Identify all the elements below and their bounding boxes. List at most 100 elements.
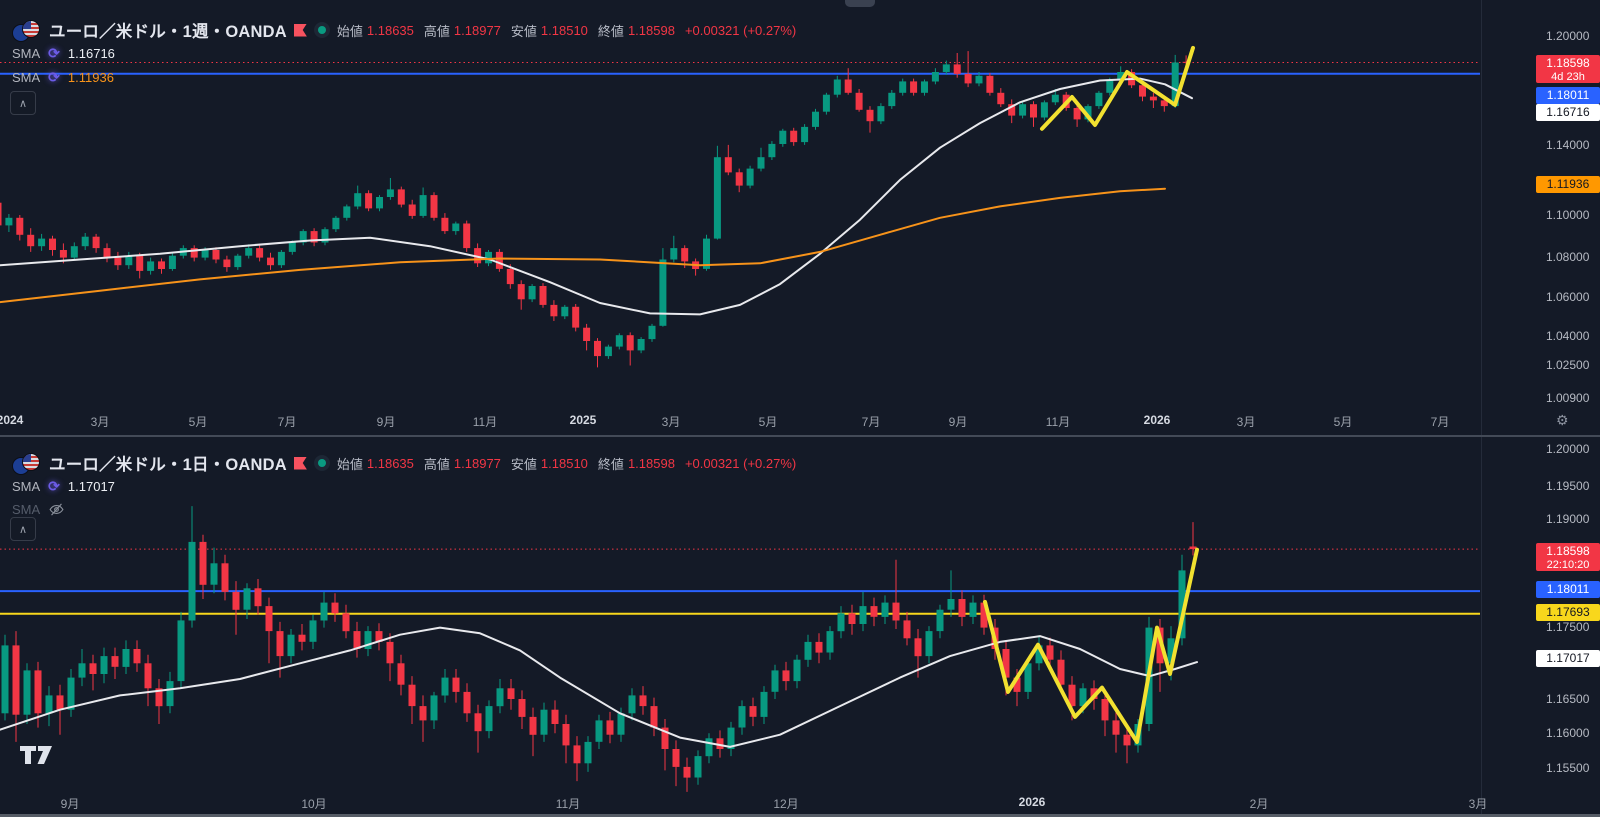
zigzag-drawing-weekly[interactable]: [1040, 45, 1195, 131]
weekly-symbol-header: ユーロ／米ドル・1週・OANDA 始値 1.18635 高値 1.18977 安…: [12, 18, 796, 42]
sma-value: 1.17017: [67, 479, 115, 494]
panel-divider[interactable]: [0, 435, 1600, 437]
time-axis-label[interactable]: 9月: [60, 797, 80, 811]
price-axis-label[interactable]: 1.19000: [1546, 512, 1590, 526]
candle: [1035, 636, 1043, 671]
price-axis-label[interactable]: 1.02500: [1546, 358, 1590, 372]
time-axis-label[interactable]: 11月: [1045, 415, 1071, 429]
price-axis-label[interactable]: 1.15500: [1546, 761, 1590, 775]
time-axis-label[interactable]: 7月: [861, 415, 881, 429]
indicator-loading-icon: ⟳: [48, 45, 60, 61]
candle: [81, 233, 89, 250]
tradingview-logo[interactable]: [20, 744, 60, 768]
candle: [997, 88, 1005, 107]
candle: [441, 669, 449, 703]
market-status-icon[interactable]: [313, 455, 330, 471]
candle: [550, 300, 558, 321]
daily-chart-canvas[interactable]: [0, 437, 1480, 792]
time-axis-label[interactable]: 7月: [1430, 415, 1450, 429]
time-axis-label[interactable]: 9月: [948, 415, 968, 429]
time-axis-label[interactable]: 2月: [1249, 797, 1269, 811]
candle: [870, 597, 878, 627]
price-axis-label[interactable]: 1.10000: [1546, 208, 1590, 222]
sma-orange-weekly[interactable]: [0, 187, 1166, 304]
price-axis-label[interactable]: 1.20000: [1546, 442, 1590, 456]
candle: [1030, 101, 1037, 127]
candle: [540, 702, 548, 742]
sma-white-daily[interactable]: [0, 626, 1198, 748]
price-axis-label[interactable]: 1.00900: [1546, 391, 1590, 405]
time-axis-label[interactable]: 3月: [1468, 797, 1488, 811]
price-axis-label[interactable]: 1.08000: [1546, 250, 1590, 264]
time-axis-label[interactable]: 2026: [1018, 795, 1046, 809]
daily-sma1-row[interactable]: SMA ⟳ 1.17017: [12, 478, 115, 495]
time-axis-label[interactable]: 5月: [1333, 415, 1353, 429]
time-axis-label[interactable]: 9月: [376, 415, 396, 429]
price-axis-label[interactable]: 1.16500: [1546, 692, 1590, 706]
time-axis-label[interactable]: 3月: [661, 415, 681, 429]
weekly-chart-canvas[interactable]: [0, 0, 1480, 407]
price-axis-label[interactable]: 1.19500: [1546, 479, 1590, 493]
candle: [859, 591, 867, 632]
eye-off-icon[interactable]: [48, 501, 65, 518]
time-axis-label[interactable]: 3月: [90, 415, 110, 429]
candle: [223, 255, 231, 272]
time-axis-label[interactable]: 11月: [472, 415, 498, 429]
high-label: 高値: [423, 23, 450, 39]
candle: [975, 72, 983, 87]
flag-icon[interactable]: [293, 23, 307, 37]
eurusd-pair-icon: [12, 453, 42, 475]
candle: [1, 634, 9, 721]
time-axis-label[interactable]: 5月: [188, 415, 208, 429]
price-axis-label[interactable]: 1.04000: [1546, 329, 1590, 343]
time-axis-label[interactable]: 3月: [1236, 415, 1256, 429]
weekly-sma2-row[interactable]: SMA ⟳ 1.11936: [12, 69, 114, 86]
candle: [881, 595, 889, 624]
candle: [606, 711, 614, 744]
time-axis-label[interactable]: 12月: [773, 797, 799, 811]
daily-chart-title[interactable]: ユーロ／米ドル・1日・OANDA: [49, 456, 287, 474]
price-axis-label[interactable]: 1.14000: [1546, 138, 1590, 152]
candle: [408, 199, 416, 219]
candle: [221, 554, 229, 601]
candle: [265, 597, 273, 664]
candle: [452, 221, 460, 235]
candle: [419, 695, 427, 742]
time-axis-label[interactable]: 7月: [277, 415, 297, 429]
weekly-collapse-button[interactable]: ∧: [10, 91, 36, 115]
time-axis-label[interactable]: 2025: [569, 413, 597, 427]
price-axis-label[interactable]: 1.06000: [1546, 290, 1590, 304]
market-status-icon[interactable]: [313, 22, 330, 38]
price-axis-label[interactable]: 1.16000: [1546, 726, 1590, 740]
time-axis-label[interactable]: 2026: [1143, 413, 1171, 427]
sma-white-weekly[interactable]: [0, 77, 1193, 316]
time-axis-label[interactable]: 10月: [301, 797, 327, 811]
panel-resize-handle[interactable]: [845, 0, 875, 7]
daily-sma2-row-hidden[interactable]: SMA: [12, 501, 65, 518]
axis-settings-gear-icon[interactable]: ⚙: [1556, 412, 1569, 428]
candle: [430, 691, 438, 729]
candle: [27, 228, 35, 252]
price-axis-label[interactable]: 1.17500: [1546, 620, 1590, 634]
candle: [518, 690, 526, 729]
low-label: 安値: [510, 23, 537, 39]
us-flag-icon: [22, 453, 40, 471]
candle: [331, 593, 339, 622]
close-value: 1.18598: [627, 22, 675, 38]
price-axis-label[interactable]: 1.20000: [1546, 29, 1590, 43]
flag-icon[interactable]: [293, 456, 307, 470]
weekly-chart-title[interactable]: ユーロ／米ドル・1週・OANDA: [49, 23, 287, 41]
daily-collapse-button[interactable]: ∧: [10, 517, 36, 541]
time-axis-label[interactable]: 11月: [555, 797, 581, 811]
time-axis-label[interactable]: 2024: [0, 413, 24, 427]
weekly-sma1-row[interactable]: SMA ⟳ 1.16716: [12, 45, 115, 62]
time-axis-label[interactable]: 5月: [758, 415, 778, 429]
high-value: 1.18977: [453, 455, 501, 471]
zigzag-drawing-daily[interactable]: [983, 547, 1199, 744]
candle: [1073, 104, 1081, 127]
candle: [188, 506, 196, 628]
candle: [212, 247, 220, 264]
candle: [573, 736, 581, 782]
candle: [122, 640, 130, 674]
low-value: 1.18510: [540, 455, 588, 471]
